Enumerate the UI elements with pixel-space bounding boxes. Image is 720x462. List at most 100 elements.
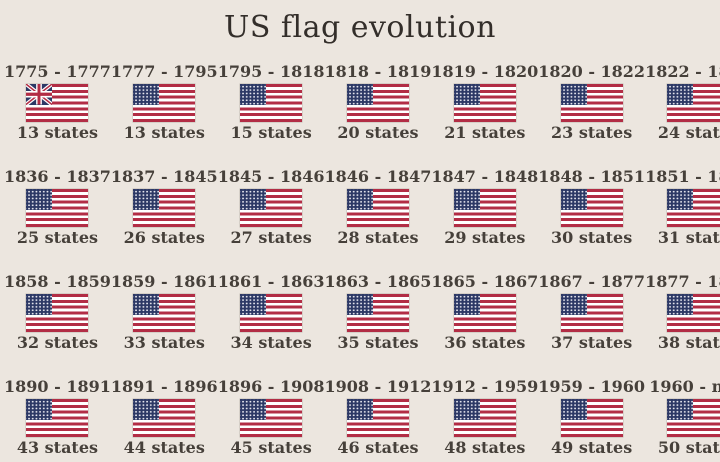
year-range-label: 1960 - now	[649, 377, 720, 396]
flag-cell: 1845 - 1846 27 states	[218, 167, 325, 272]
us-flag-image	[667, 84, 720, 122]
canton-stars	[346, 189, 373, 210]
us-flag-image	[133, 399, 196, 437]
canton-stars	[240, 294, 267, 315]
year-range-label: 1861 - 1863	[217, 272, 325, 291]
canton-stars	[453, 399, 480, 420]
year-range-label: 1819 - 1820	[431, 62, 539, 81]
canton-stars	[560, 399, 587, 420]
year-range-label: 1848 - 1851	[538, 167, 646, 186]
states-count-label: 35 states	[337, 333, 419, 352]
canton-stars	[560, 189, 587, 210]
flag-cell: 1896 - 1908 45 states	[218, 377, 325, 462]
year-range-label: 1867 - 1877	[538, 272, 646, 291]
canton-stars	[26, 294, 53, 315]
flag-cell: 1846 - 1847 28 states	[325, 167, 432, 272]
us-flag-image	[26, 294, 89, 332]
year-range-label: 1890 - 1891	[4, 377, 111, 396]
states-count-label: 34 states	[230, 333, 312, 352]
us-flag-image	[240, 294, 303, 332]
year-range-label: 1777 - 1795	[110, 62, 218, 81]
canton-stars	[667, 189, 694, 210]
states-count-label: 25 states	[16, 228, 99, 247]
canton-stars	[346, 294, 373, 315]
us-flag-image	[346, 189, 409, 227]
year-range-label: 1795 - 1818	[217, 62, 325, 81]
canton-stars	[133, 84, 160, 105]
states-count-label: 44 states	[123, 438, 205, 457]
states-count-label: 24 states	[657, 123, 720, 142]
states-count-label: 32 states	[16, 333, 99, 352]
states-count-label: 38 states	[657, 333, 720, 352]
canton-stars	[133, 189, 160, 210]
us-flag-image	[453, 189, 516, 227]
states-count-label: 50 states	[657, 438, 720, 457]
states-count-label: 37 states	[551, 333, 633, 352]
states-count-label: 46 states	[337, 438, 419, 457]
canton-stars	[346, 399, 373, 420]
us-flag-image	[133, 294, 196, 332]
states-count-label: 29 states	[444, 228, 526, 247]
canton-stars	[667, 84, 694, 105]
us-flag-image	[453, 84, 516, 122]
us-flag-image	[453, 399, 516, 437]
us-flag-image	[453, 294, 516, 332]
states-count-label: 23 states	[551, 123, 633, 142]
canton-stars	[667, 399, 694, 420]
canton-stars	[133, 399, 160, 420]
flag-cell: 1820 - 1822 23 states	[538, 62, 645, 167]
us-flag-image	[26, 189, 89, 227]
canton-stars	[240, 399, 267, 420]
canton-stars	[133, 294, 160, 315]
canton-stars	[240, 84, 267, 105]
us-flag-image	[346, 399, 409, 437]
states-count-label: 48 states	[444, 438, 526, 457]
us-flag-image	[560, 294, 623, 332]
flag-cell: 1861 - 1863 34 states	[218, 272, 325, 377]
canton-stars	[26, 84, 53, 105]
canton-stars	[560, 84, 587, 105]
year-range-label: 1847 - 1848	[431, 167, 539, 186]
us-flag-image	[133, 84, 196, 122]
year-range-label: 1877 - 1890	[645, 272, 720, 291]
states-count-label: 13 states	[123, 123, 205, 142]
flag-cell: 1775 - 1777 13 states	[4, 62, 111, 167]
states-count-label: 26 states	[123, 228, 205, 247]
year-range-label: 1851 - 1858	[645, 167, 720, 186]
us-flag-image	[346, 84, 409, 122]
flag-cell: 1912 - 1959 48 states	[431, 377, 538, 462]
flag-cell: 1908 - 1912 46 states	[325, 377, 432, 462]
flag-cell: 1847 - 1848 29 states	[431, 167, 538, 272]
us-flag-image	[26, 399, 89, 437]
states-count-label: 27 states	[230, 228, 312, 247]
flag-cell: 1859 - 1861 33 states	[111, 272, 218, 377]
year-range-label: 1859 - 1861	[110, 272, 218, 291]
flag-cell: 1865 - 1867 36 states	[431, 272, 538, 377]
canton-stars	[560, 294, 587, 315]
canton-stars	[26, 189, 53, 210]
us-flag-image	[240, 399, 303, 437]
states-count-label: 33 states	[123, 333, 205, 352]
us-flag-image	[560, 399, 623, 437]
flag-grid: 1775 - 1777 13 states 1777 - 1795	[0, 62, 720, 462]
flag-cell: 1891 - 1896 44 states	[111, 377, 218, 462]
states-count-label: 21 states	[444, 123, 526, 142]
flag-cell: 1890 - 1891 43 states	[4, 377, 111, 462]
canton-stars	[346, 84, 373, 105]
states-count-label: 13 states	[16, 123, 99, 142]
flag-cell: 1818 - 1819 20 states	[325, 62, 432, 167]
year-range-label: 1836 - 1837	[4, 167, 111, 186]
flag-cell: 1777 - 1795 13 states	[111, 62, 218, 167]
canton-stars	[453, 189, 480, 210]
page-title: US flag evolution	[224, 10, 496, 45]
year-range-label: 1818 - 1819	[324, 62, 432, 81]
states-count-label: 30 states	[551, 228, 633, 247]
year-range-label: 1775 - 1777	[4, 62, 111, 81]
flag-cell: 1819 - 1820 21 states	[431, 62, 538, 167]
states-count-label: 49 states	[551, 438, 633, 457]
year-range-label: 1858 - 1859	[4, 272, 111, 291]
canton-stars	[453, 294, 480, 315]
us-flag-image	[560, 84, 623, 122]
canton-stars	[667, 294, 694, 315]
year-range-label: 1912 - 1959	[431, 377, 539, 396]
